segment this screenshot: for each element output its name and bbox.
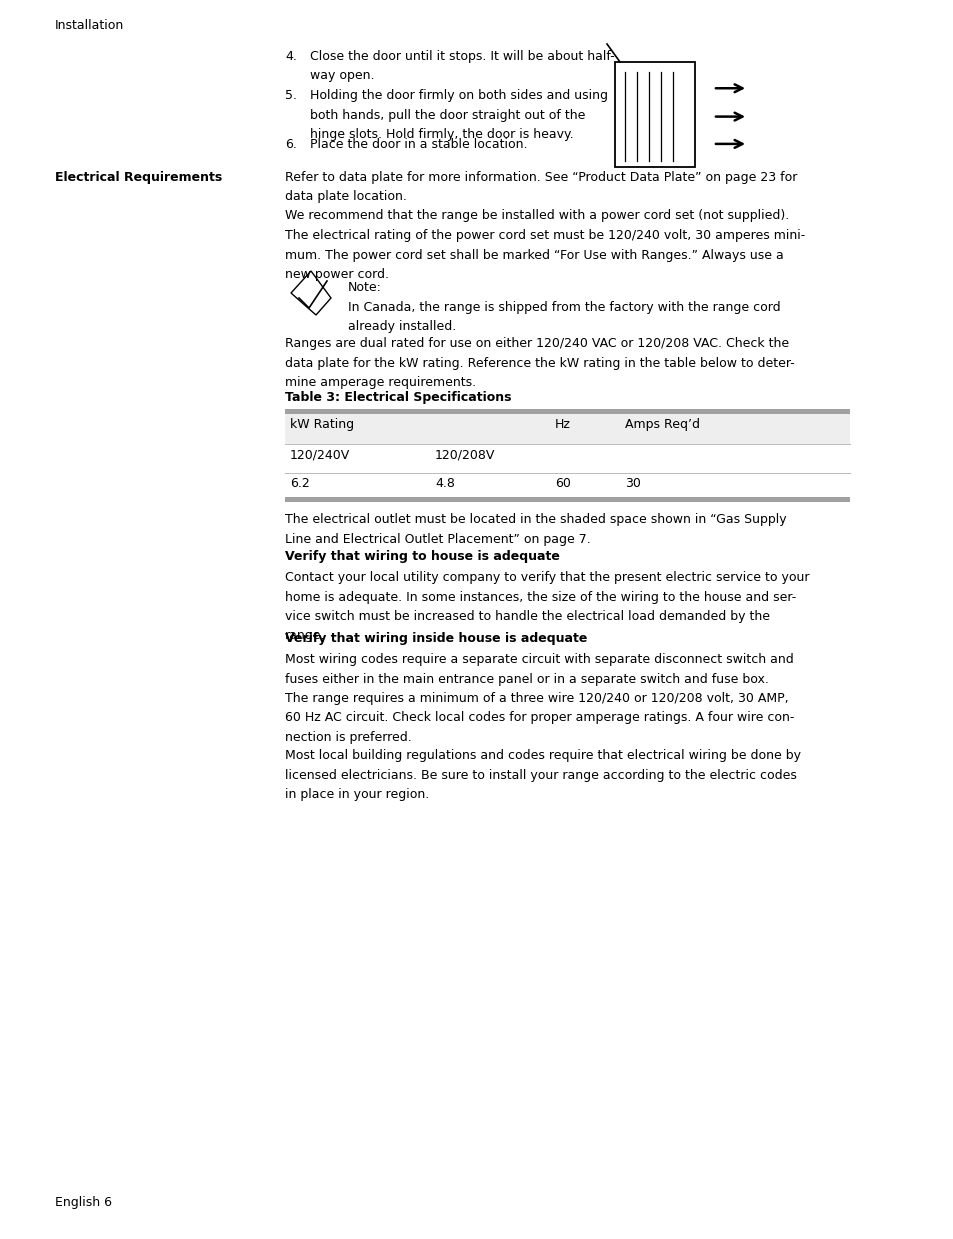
Text: Place the door in a stable location.: Place the door in a stable location.	[310, 138, 527, 150]
Text: English 6: English 6	[55, 1196, 112, 1209]
Text: Electrical Requirements: Electrical Requirements	[55, 171, 222, 183]
Text: 120/208V: 120/208V	[435, 449, 495, 461]
Text: already installed.: already installed.	[348, 320, 456, 333]
Bar	[285, 473, 849, 503]
Text: Note:: Note:	[348, 281, 381, 294]
Text: licensed electricians. Be sure to install your range according to the electric c: licensed electricians. Be sure to instal…	[285, 768, 796, 782]
Bar	[615, 62, 695, 167]
Text: Most wiring codes require a separate circuit with separate disconnect switch and: Most wiring codes require a separate cir…	[285, 653, 793, 667]
Text: Holding the door firmly on both sides and using: Holding the door firmly on both sides an…	[310, 89, 607, 102]
Text: hinge slots. Hold firmly, the door is heavy.: hinge slots. Hold firmly, the door is he…	[310, 128, 573, 141]
Text: Close the door until it stops. It will be about half-: Close the door until it stops. It will b…	[310, 50, 614, 63]
Polygon shape	[291, 271, 331, 315]
Text: in place in your region.: in place in your region.	[285, 788, 429, 800]
Text: Hz: Hz	[555, 419, 570, 431]
Bar	[285, 415, 849, 445]
Text: range.: range.	[285, 629, 325, 643]
Text: Ranges are dual rated for use on either 120/240 VAC or 120/208 VAC. Check the: Ranges are dual rated for use on either …	[285, 337, 788, 349]
Text: mine amperage requirements.: mine amperage requirements.	[285, 375, 476, 389]
Text: Installation: Installation	[55, 19, 124, 32]
Text: new power cord.: new power cord.	[285, 268, 389, 281]
Text: The electrical outlet must be located in the shaded space shown in “Gas Supply: The electrical outlet must be located in…	[285, 513, 786, 527]
Text: 6.: 6.	[285, 138, 296, 150]
Bar	[285, 497, 849, 503]
Text: Most local building regulations and codes require that electrical wiring be done: Most local building regulations and code…	[285, 750, 801, 762]
Text: mum. The power cord set shall be marked “For Use with Ranges.” Always use a: mum. The power cord set shall be marked …	[285, 249, 783, 261]
Text: 60 Hz AC circuit. Check local codes for proper amperage ratings. A four wire con: 60 Hz AC circuit. Check local codes for …	[285, 711, 794, 725]
Text: both hands, pull the door straight out of the: both hands, pull the door straight out o…	[310, 109, 585, 121]
Text: 60: 60	[555, 477, 570, 491]
Text: 4.: 4.	[285, 50, 296, 63]
Text: kW Rating: kW Rating	[290, 419, 354, 431]
Text: We recommend that the range be installed with a power cord set (not supplied).: We recommend that the range be installed…	[285, 209, 788, 222]
Text: The range requires a minimum of a three wire 120/240 or 120/208 volt, 30 AMP,: The range requires a minimum of a three …	[285, 693, 788, 705]
Text: home is adequate. In some instances, the size of the wiring to the house and ser: home is adequate. In some instances, the…	[285, 591, 796, 603]
Text: Refer to data plate for more information. See “Product Data Plate” on page 23 fo: Refer to data plate for more information…	[285, 171, 797, 183]
Text: data plate for the kW rating. Reference the kW rating in the table below to dete: data plate for the kW rating. Reference …	[285, 357, 794, 369]
Text: Verify that wiring to house is adequate: Verify that wiring to house is adequate	[285, 550, 559, 563]
Text: Table 3: Electrical Specifications: Table 3: Electrical Specifications	[285, 392, 511, 404]
Text: Verify that wiring inside house is adequate: Verify that wiring inside house is adequ…	[285, 632, 587, 646]
Text: 4.8: 4.8	[435, 477, 455, 491]
Text: way open.: way open.	[310, 69, 375, 83]
Bar	[285, 409, 849, 415]
Text: data plate location.: data plate location.	[285, 190, 406, 203]
Text: 5.: 5.	[285, 89, 296, 102]
Text: fuses either in the main entrance panel or in a separate switch and fuse box.: fuses either in the main entrance panel …	[285, 673, 768, 685]
Bar	[285, 445, 849, 473]
Text: In Canada, the range is shipped from the factory with the range cord: In Canada, the range is shipped from the…	[348, 301, 780, 313]
Text: The electrical rating of the power cord set must be 120/240 volt, 30 amperes min: The electrical rating of the power cord …	[285, 229, 804, 242]
Text: 6.2: 6.2	[290, 477, 310, 491]
Text: vice switch must be increased to handle the electrical load demanded by the: vice switch must be increased to handle …	[285, 610, 769, 623]
Text: 120/240V: 120/240V	[290, 449, 350, 461]
Text: nection is preferred.: nection is preferred.	[285, 731, 412, 743]
Text: Line and Electrical Outlet Placement” on page 7.: Line and Electrical Outlet Placement” on…	[285, 533, 590, 545]
Text: Amps Req’d: Amps Req’d	[624, 419, 700, 431]
Text: 30: 30	[624, 477, 640, 491]
Text: Contact your local utility company to verify that the present electric service t: Contact your local utility company to ve…	[285, 571, 809, 584]
